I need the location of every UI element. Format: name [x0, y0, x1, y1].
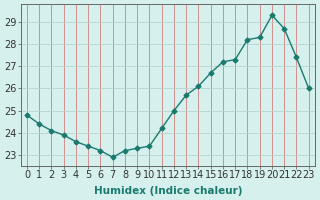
X-axis label: Humidex (Indice chaleur): Humidex (Indice chaleur) [93, 186, 242, 196]
